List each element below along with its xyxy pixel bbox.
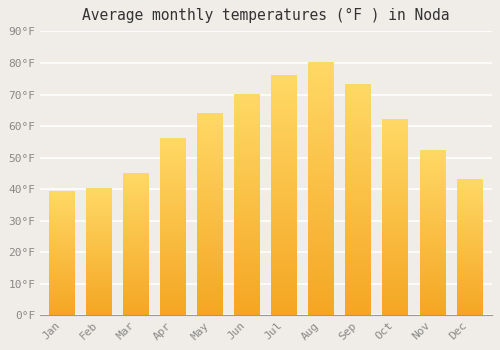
Title: Average monthly temperatures (°F ) in Noda: Average monthly temperatures (°F ) in No…	[82, 8, 450, 23]
